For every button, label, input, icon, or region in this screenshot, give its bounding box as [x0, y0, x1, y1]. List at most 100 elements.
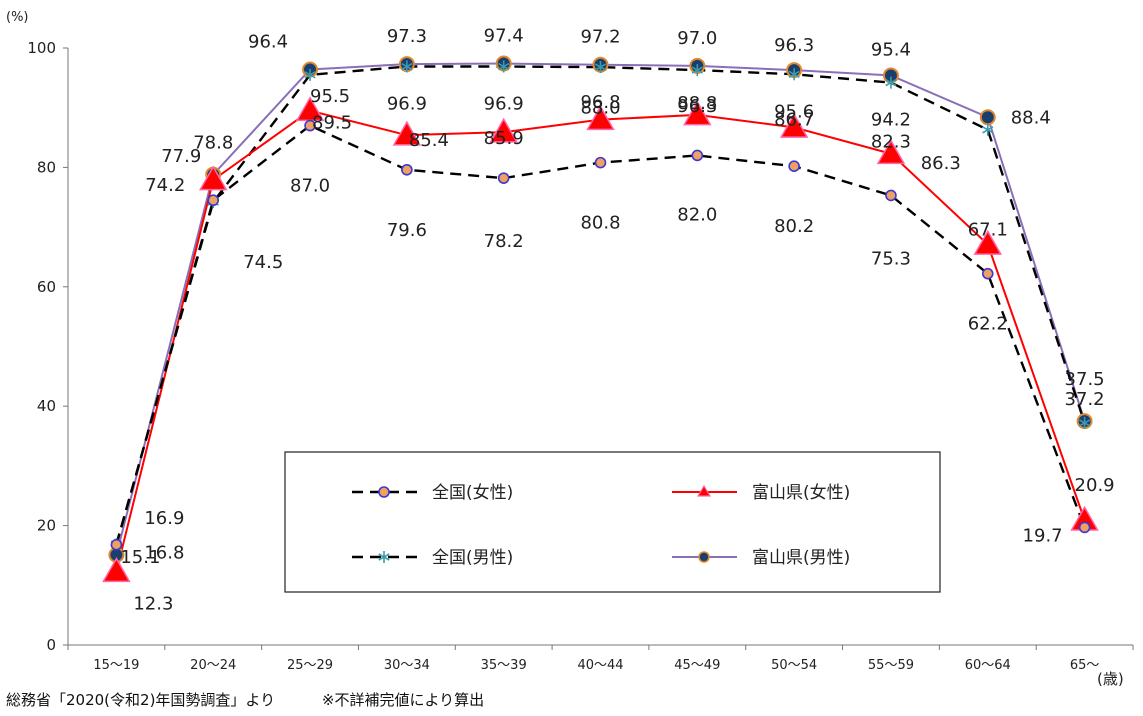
- data-point-s2: [498, 60, 510, 73]
- data-label: 95.5: [310, 86, 350, 107]
- data-point-s2: [304, 68, 316, 81]
- data-label: 96.8: [580, 92, 620, 113]
- note-text: ※不詳補完値により算出: [321, 691, 485, 709]
- x-tick-label: 50〜54: [771, 658, 817, 673]
- data-label: 78.8: [193, 133, 233, 154]
- data-label: 96.9: [484, 94, 524, 115]
- data-label: 16.9: [144, 508, 184, 529]
- data-point-s0: [788, 160, 800, 173]
- y-tick-label: 0: [46, 636, 56, 654]
- series-markers: [102, 55, 1099, 583]
- data-label: 88.8: [677, 93, 717, 114]
- data-point-s2: [885, 76, 897, 89]
- data-label: 97.4: [484, 26, 524, 47]
- legend-marker: [378, 486, 390, 498]
- data-label: 96.3: [677, 96, 717, 117]
- data-label: 82.0: [677, 204, 717, 225]
- x-tick-label: 35〜39: [481, 658, 527, 673]
- data-label: 74.5: [243, 252, 283, 273]
- x-axis-unit: (歳): [1097, 670, 1124, 688]
- data-label: 20.9: [1075, 475, 1115, 496]
- data-label: 75.3: [871, 248, 911, 269]
- data-point-s0: [110, 538, 123, 551]
- legend-marker: [698, 551, 710, 563]
- legend-label: 富山県(男性): [752, 548, 850, 568]
- data-point-s1: [973, 229, 1003, 255]
- data-label: 86.3: [921, 153, 961, 174]
- data-label: 80.2: [774, 216, 814, 237]
- data-label: 82.3: [871, 132, 911, 153]
- data-label: 88.4: [1011, 107, 1051, 128]
- data-point-s2: [691, 64, 703, 77]
- data-point-s1: [392, 120, 422, 146]
- legend-item-1: 富山県(女性): [672, 483, 850, 503]
- data-point-s1: [876, 139, 906, 165]
- data-point-s1: [586, 105, 615, 131]
- x-tick-label: 60〜64: [965, 658, 1011, 673]
- data-point-s0: [497, 172, 510, 184]
- data-point-s2: [401, 60, 413, 73]
- data-point-s1: [102, 557, 131, 583]
- data-point-s0: [401, 163, 413, 176]
- data-label: 19.7: [1023, 525, 1063, 546]
- data-label: 67.1: [968, 219, 1008, 240]
- legend-label: 富山県(女性): [752, 483, 850, 503]
- y-tick-label: 20: [37, 517, 56, 535]
- x-tick-label: 45〜49: [674, 658, 720, 673]
- data-label: 95.6: [774, 101, 814, 122]
- data-label: 86.7: [774, 109, 814, 130]
- y-axis-unit: (%): [6, 10, 29, 25]
- data-point-s2: [982, 123, 994, 136]
- data-point-s1: [489, 117, 518, 143]
- data-label: 96.4: [248, 31, 288, 52]
- data-point-s0: [1078, 521, 1091, 534]
- data-label: 95.4: [871, 39, 911, 60]
- data-point-s1: [683, 100, 712, 126]
- data-point-s0: [691, 149, 704, 162]
- data-label: 85.9: [484, 128, 524, 149]
- y-tick-label: 40: [37, 397, 56, 415]
- data-label: 80.8: [580, 213, 620, 234]
- legend-box: [284, 451, 941, 593]
- axes: [63, 47, 1134, 650]
- legend-item-2: 全国(男性): [352, 548, 513, 568]
- data-label: 16.8: [144, 543, 184, 564]
- data-label: 77.9: [161, 146, 201, 167]
- data-point-s1: [198, 165, 228, 191]
- data-label: 96.9: [387, 94, 427, 115]
- x-tick-label: 30〜34: [384, 658, 430, 673]
- x-tick-label: 25〜29: [287, 658, 333, 673]
- y-tick-labels: 0 20 40 60 80 100: [27, 39, 56, 654]
- data-label: 37.5: [1065, 369, 1105, 390]
- x-tick-label: 20〜24: [190, 658, 236, 673]
- data-point-s0: [207, 194, 220, 207]
- legend: 全国(女性) 富山県(女性) 全国(男性) 富山県(男性): [284, 451, 941, 593]
- y-tick-label: 60: [37, 278, 56, 296]
- data-point-s0: [981, 267, 994, 280]
- data-label: 85.4: [409, 130, 449, 151]
- data-point-s1: [779, 112, 809, 138]
- data-label: 62.2: [968, 314, 1008, 335]
- data-label: 94.2: [871, 110, 911, 131]
- x-tick-label: 40〜44: [577, 658, 623, 673]
- data-point-s0: [304, 119, 316, 132]
- x-tick-label: 55〜59: [868, 658, 914, 673]
- x-tick-label: 15〜19: [93, 658, 139, 673]
- y-tick-label: 80: [37, 158, 56, 176]
- data-label: 15.1: [120, 547, 160, 568]
- data-label: 97.0: [677, 28, 717, 49]
- data-label: 74.2: [145, 175, 185, 196]
- data-label: 89.5: [312, 113, 352, 134]
- x-tick-label: 65〜: [1070, 658, 1100, 673]
- data-label: 12.3: [133, 594, 173, 615]
- data-label: 96.3: [774, 35, 814, 56]
- data-label: 88.0: [580, 98, 620, 119]
- data-point-s2: [594, 61, 607, 74]
- legend-item-0: 全国(女性): [352, 483, 513, 503]
- data-label: 87.0: [290, 176, 330, 197]
- data-label: 97.2: [580, 27, 620, 48]
- legend-marker: [696, 484, 712, 497]
- y-tick-label: 100: [27, 39, 56, 57]
- legend-marker: [378, 551, 390, 563]
